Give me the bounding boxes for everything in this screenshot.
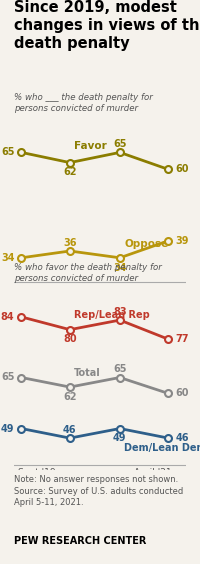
Text: 62: 62 (63, 392, 77, 402)
Text: Rep/Lean Rep: Rep/Lean Rep (74, 310, 150, 320)
Text: 65: 65 (113, 139, 127, 149)
Text: Sept '19: Sept '19 (18, 285, 56, 294)
Text: 36: 36 (63, 237, 77, 248)
Text: 46: 46 (175, 433, 189, 443)
Text: Dem/Lean Dem: Dem/Lean Dem (124, 443, 200, 453)
Text: 49: 49 (113, 433, 127, 443)
Text: 34: 34 (1, 253, 14, 263)
Text: April '21: April '21 (134, 469, 171, 477)
Text: 65: 65 (1, 372, 14, 382)
Text: 60: 60 (175, 164, 189, 174)
Text: 34: 34 (113, 262, 127, 272)
Text: 46: 46 (63, 425, 77, 435)
Text: Oppose: Oppose (124, 239, 169, 249)
Text: 65: 65 (113, 364, 127, 374)
Text: 62: 62 (63, 168, 77, 177)
Text: 80: 80 (63, 334, 77, 345)
Text: Favor: Favor (74, 140, 107, 151)
Text: Sept '19: Sept '19 (18, 469, 56, 477)
Text: Total: Total (74, 368, 101, 377)
Text: 84: 84 (1, 312, 14, 322)
Text: Since 2019, modest
changes in views of the
death penalty: Since 2019, modest changes in views of t… (14, 0, 200, 51)
Text: 39: 39 (175, 236, 189, 246)
Text: 49: 49 (1, 424, 14, 434)
Text: % who favor the death penalty for
persons convicted of murder: % who favor the death penalty for person… (14, 263, 162, 283)
Text: % who ___ the death penalty for
persons convicted of murder: % who ___ the death penalty for persons … (14, 93, 153, 113)
Text: 60: 60 (175, 389, 189, 398)
Text: Note: No answer responses not shown.
Source: Survey of U.S. adults conducted
Apr: Note: No answer responses not shown. Sou… (14, 475, 183, 507)
Text: PEW RESEARCH CENTER: PEW RESEARCH CENTER (14, 536, 146, 546)
Text: 65: 65 (1, 147, 14, 157)
Text: 83: 83 (113, 307, 127, 317)
Text: April '21: April '21 (134, 285, 171, 294)
Text: 77: 77 (175, 334, 189, 344)
